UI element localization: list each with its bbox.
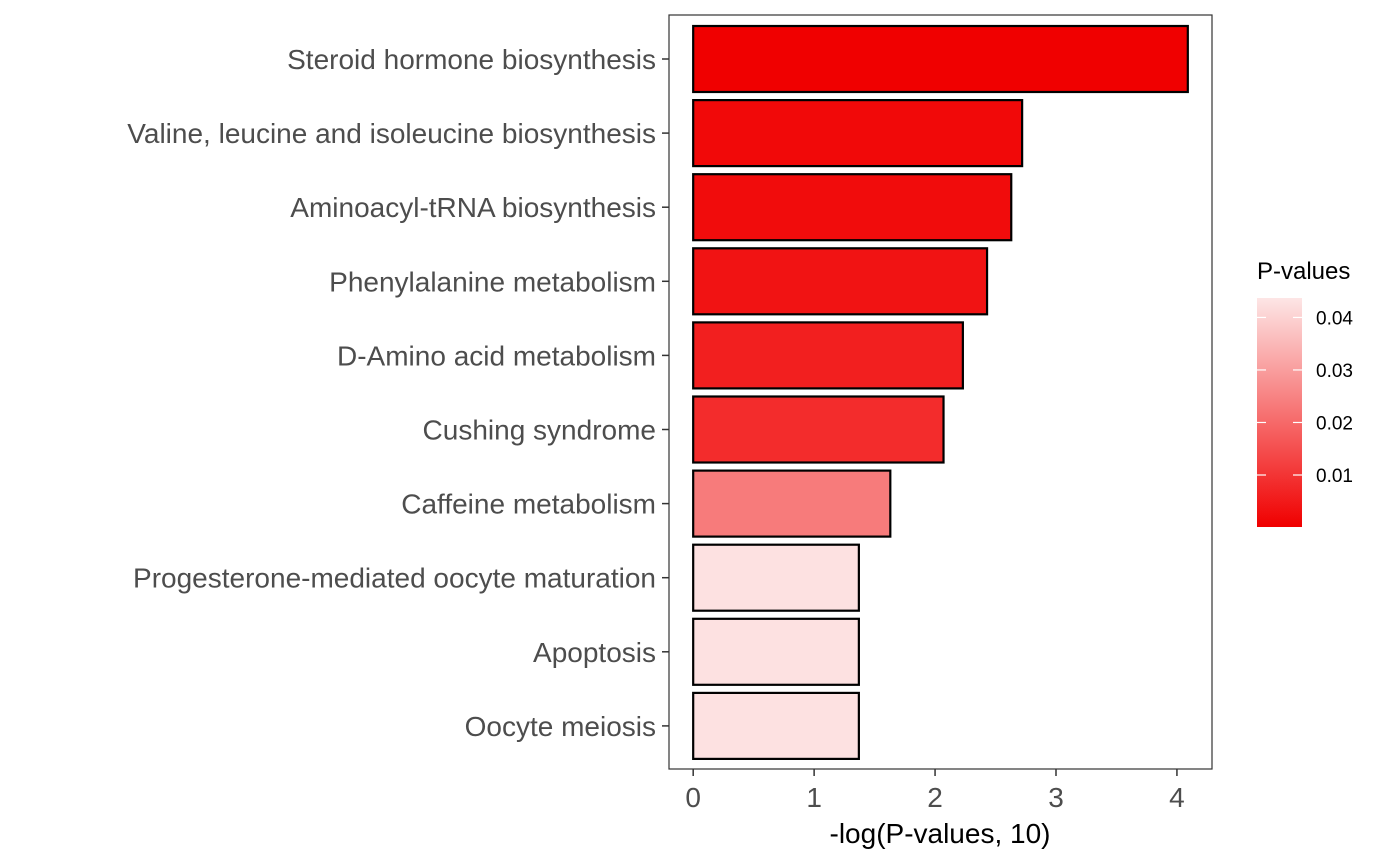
panel-border [668, 14, 1213, 770]
y-tick-label: Aminoacyl-tRNA biosynthesis [290, 192, 656, 223]
y-tick-label: Phenylalanine metabolism [329, 266, 656, 297]
legend-title: P-values [1257, 258, 1350, 285]
bar [692, 691, 860, 761]
y-tick-label: Apoptosis [533, 637, 656, 668]
bar [692, 24, 1189, 94]
legend-tick-label: 0.02 [1316, 413, 1353, 434]
bar [692, 247, 989, 316]
x-axis-title: -log(P-values, 10) [830, 818, 1051, 849]
legend-tick-label: 0.04 [1316, 308, 1353, 329]
x-axis: 0 1 2 3 4 [685, 769, 1185, 813]
y-tick-label: Oocyte meiosis [465, 711, 656, 742]
y-tick-label: Caffeine metabolism [401, 489, 656, 520]
bar [692, 98, 1024, 168]
x-tick-label: 0 [685, 782, 701, 813]
bar [692, 617, 860, 686]
bar [692, 469, 892, 538]
bar [692, 173, 1013, 242]
legend-tick-label: 0.01 [1316, 466, 1353, 487]
x-tick-label: 3 [1048, 782, 1064, 813]
x-tick-label: 1 [806, 782, 822, 813]
y-tick-label: Steroid hormone biosynthesis [287, 44, 656, 75]
legend-tick-label: 0.03 [1316, 361, 1353, 382]
bar [692, 321, 964, 390]
legend: P-values 0.04 0.03 0.02 0.01 [1257, 258, 1353, 527]
y-tick-label: Valine, leucine and isoleucine biosynthe… [127, 118, 656, 149]
bars-layer [692, 24, 1189, 761]
x-tick-label: 4 [1169, 782, 1185, 813]
bar [692, 395, 945, 464]
legend-colorbar [1257, 298, 1302, 527]
y-tick-label: Cushing syndrome [423, 415, 656, 446]
y-tick-label: D-Amino acid metabolism [337, 340, 656, 371]
y-axis: Steroid hormone biosynthesis Valine, leuc… [127, 44, 669, 742]
y-tick-label: Progesterone-mediated oocyte maturation [133, 563, 656, 594]
legend-ticks: 0.04 0.03 0.02 0.01 [1257, 308, 1353, 487]
x-tick-label: 2 [927, 782, 943, 813]
bar [692, 543, 860, 612]
